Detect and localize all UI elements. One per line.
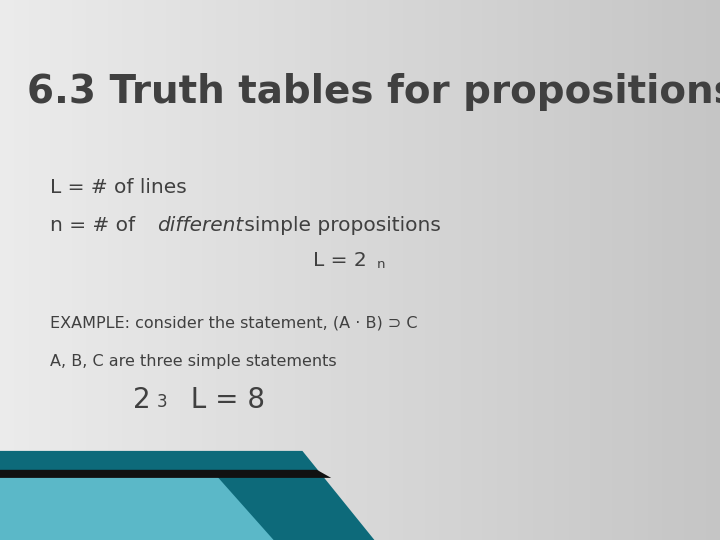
Text: different: different [157,216,243,235]
Text: simple propositions: simple propositions [238,216,441,235]
Text: A, B, C are three simple statements: A, B, C are three simple statements [50,354,337,369]
Polygon shape [0,470,331,478]
Text: 6.3 Truth tables for propositions: 6.3 Truth tables for propositions [27,73,720,111]
Text: n: n [377,258,385,271]
Text: 2: 2 [133,386,150,414]
Polygon shape [0,475,274,540]
Text: L = 8: L = 8 [173,386,265,414]
Text: 3: 3 [157,393,168,411]
Text: L = 2: L = 2 [313,251,367,270]
Text: L = # of lines: L = # of lines [50,178,187,197]
Text: n = # of: n = # of [50,216,142,235]
Text: EXAMPLE: consider the statement, (A · B) ⊃ C: EXAMPLE: consider the statement, (A · B)… [50,316,418,331]
Polygon shape [0,451,374,540]
